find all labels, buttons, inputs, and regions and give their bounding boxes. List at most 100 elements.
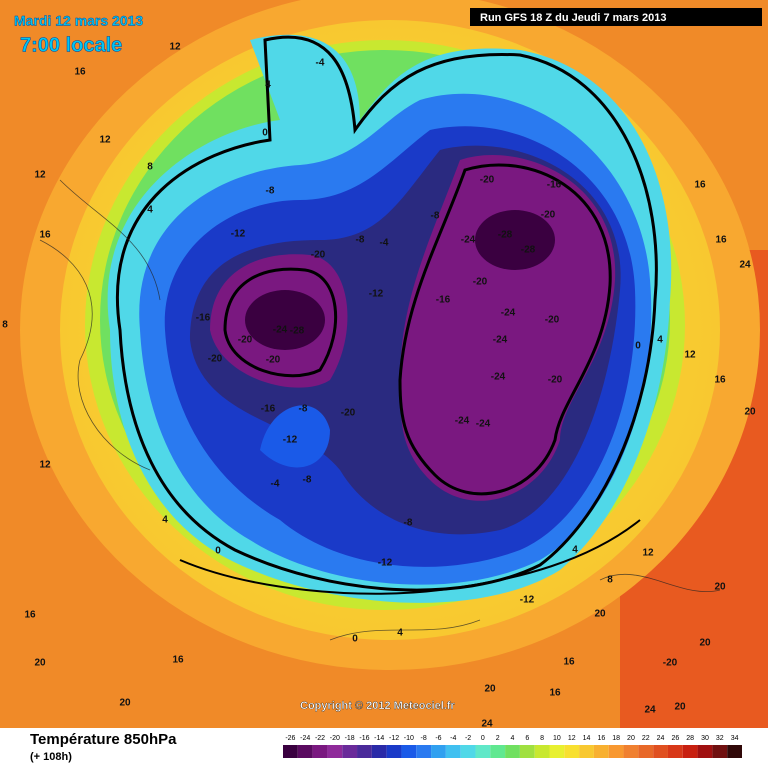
contour-label: 12 xyxy=(39,460,51,471)
contour-label: -12 xyxy=(520,595,535,606)
colorbar-label: 12 xyxy=(568,735,576,742)
contour-label: -20 xyxy=(208,354,223,365)
contour-label: -4 xyxy=(380,238,389,249)
time: 7:00 locale xyxy=(20,34,122,56)
colorbar-label: 10 xyxy=(553,735,561,742)
colorbar-label: -6 xyxy=(435,735,441,742)
colorbar-swatch xyxy=(490,745,506,758)
colorbar-label: -18 xyxy=(345,735,355,742)
contour-label: -20 xyxy=(238,335,253,346)
contour-label: -24 xyxy=(455,416,470,427)
contour-label: -24 xyxy=(273,325,288,336)
colorbar-label: 22 xyxy=(642,735,650,742)
colorbar-label: -4 xyxy=(450,735,456,742)
colorbar-label: 26 xyxy=(671,735,679,742)
contour-label: -12 xyxy=(369,289,384,300)
contour-label: -20 xyxy=(663,658,678,669)
contour-label: 0 xyxy=(215,546,221,557)
contour-label: 4 xyxy=(657,335,663,346)
contour-label: -16 xyxy=(261,404,276,415)
colorbar-label: 28 xyxy=(686,735,694,742)
colorbar-swatch xyxy=(327,745,343,758)
colorbar-label: 32 xyxy=(716,735,724,742)
contour-label: 20 xyxy=(714,582,726,593)
copyright: Copyright © 2012 Meteociel.fr xyxy=(300,700,456,712)
contour-label: 20 xyxy=(674,702,686,713)
colorbar-swatch xyxy=(505,745,520,758)
contour-label: 4 xyxy=(162,515,168,526)
contour-label: 8 xyxy=(2,320,8,331)
colorbar-label: 6 xyxy=(525,735,529,742)
contour-label: -8 xyxy=(266,186,275,197)
colorbar-label: 30 xyxy=(701,735,709,742)
colorbar-swatch xyxy=(416,745,432,758)
contour-label: -20 xyxy=(473,277,488,288)
contour-label: 16 xyxy=(39,230,51,241)
contour-label: -24 xyxy=(491,372,506,383)
colorbar: -26 -24 -22 -20 -18 -16 -14 -12 -10 -8 -6 -4 -2 0 2 4 6 8… xyxy=(283,735,742,758)
contour-label: -16 xyxy=(547,180,562,191)
colorbar-swatch xyxy=(549,745,565,758)
colorbar-swatch xyxy=(297,745,313,758)
colorbar-swatch xyxy=(357,745,372,758)
contour-label: -8 xyxy=(431,211,440,222)
contour-label: 0 xyxy=(262,128,268,139)
colorbar-label: -20 xyxy=(330,735,340,742)
footer-title: Température 850hPa xyxy=(30,731,177,748)
contour-labels: 12 16 12 12 16 8 4 4 0 -4 -8 -12 -20 -16 -24 -28 -20 -20 -… xyxy=(2,42,756,730)
contour-label: -24 xyxy=(476,419,491,430)
colorbar-swatch xyxy=(579,745,594,758)
colorbar-swatch xyxy=(593,745,609,758)
contour-label: 4 xyxy=(265,80,271,91)
contour-label: 12 xyxy=(169,42,181,53)
colorbar-swatch xyxy=(386,745,402,758)
colorbar-swatch xyxy=(401,745,417,758)
colorbar-swatch xyxy=(534,745,550,758)
colorbar-swatch xyxy=(312,745,328,758)
contour-label: -20 xyxy=(548,375,563,386)
colorbar-label: 14 xyxy=(583,735,591,742)
contour-label: 20 xyxy=(34,658,46,669)
colorbar-swatch xyxy=(653,745,668,758)
contour-label: 0 xyxy=(352,634,358,645)
colorbar-swatch xyxy=(623,745,639,758)
contour-label: -20 xyxy=(341,408,356,419)
colorbar-swatch xyxy=(342,745,358,758)
run: Run GFS 18 Z du Jeudi 7 mars 2013 xyxy=(480,12,666,24)
colorbar-label: 34 xyxy=(731,735,739,742)
colorbar-label: -24 xyxy=(300,735,310,742)
contour-label: -16 xyxy=(436,295,451,306)
colorbar-label: -12 xyxy=(389,735,399,742)
contour-label: -12 xyxy=(231,229,246,240)
colorbar-swatch xyxy=(697,745,713,758)
date: Mardi 12 mars 2013 xyxy=(14,13,143,29)
contour-label: -16 xyxy=(196,313,211,324)
contour-label: 4 xyxy=(147,205,153,216)
contour-label: 20 xyxy=(699,638,711,649)
contour-label: -4 xyxy=(271,479,280,490)
contour-label: 4 xyxy=(572,545,578,556)
contour-label: 16 xyxy=(715,235,727,246)
colorbar-label: 4 xyxy=(511,735,515,742)
contour-label: 12 xyxy=(34,170,46,181)
colorbar-swatch xyxy=(712,745,728,758)
contour-label: -28 xyxy=(498,230,513,241)
colorbar-label: 2 xyxy=(496,735,500,742)
contour-label: 20 xyxy=(594,609,606,620)
contour-label: -20 xyxy=(541,210,556,221)
contour-label: 8 xyxy=(147,162,153,173)
colorbar-swatch xyxy=(283,745,298,758)
colorbar-label: -2 xyxy=(465,735,471,742)
contour-label: -24 xyxy=(493,335,508,346)
contour-label: -24 xyxy=(461,235,476,246)
colorbar-label: -22 xyxy=(315,735,325,742)
contour-label: 16 xyxy=(74,67,86,78)
contour-label: 0 xyxy=(635,341,641,352)
colorbar-label: -10 xyxy=(404,735,414,742)
colorbar-label: 24 xyxy=(657,735,665,742)
colorbar-label: 16 xyxy=(597,735,605,742)
contour-label: 24 xyxy=(644,705,656,716)
contour-label: -20 xyxy=(266,355,281,366)
colorbar-label: -14 xyxy=(374,735,384,742)
